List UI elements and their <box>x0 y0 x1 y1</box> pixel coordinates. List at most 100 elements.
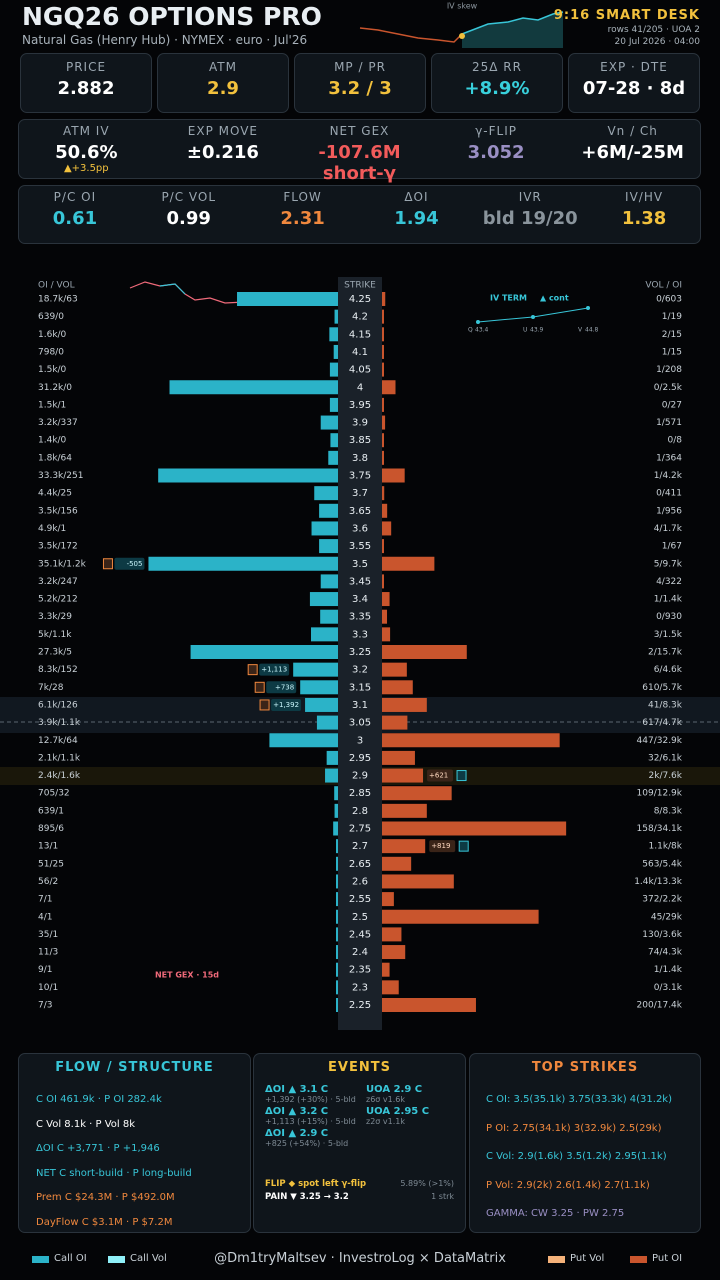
put-oi-bar <box>382 768 424 783</box>
call-oi-bar <box>328 450 338 465</box>
iv-term-point <box>531 315 535 319</box>
put-oi-bar <box>382 962 390 977</box>
flow-panel: FLOW / STRUCTURE C OI 461.9k · P OI 282.… <box>18 1053 251 1233</box>
put-oi-bar <box>382 344 384 359</box>
call-oi-bar <box>330 433 338 448</box>
badge-icon <box>247 664 258 676</box>
strike: 4 <box>357 382 363 393</box>
strike: 4.1 <box>352 347 368 358</box>
put-label: 1/571 <box>656 418 682 428</box>
panel-title: EVENTS <box>328 1060 391 1075</box>
strike: 2.25 <box>349 1000 371 1011</box>
panel-line: NET C short-build · P long-build <box>36 1167 192 1179</box>
strike: 3.2 <box>352 665 368 676</box>
call-oi-bar <box>336 927 338 942</box>
panel-title: TOP STRIKES <box>531 1060 639 1075</box>
put-oi-bar <box>382 892 394 907</box>
panel-line: ΔOI C +3,771 · P +1,946 <box>36 1143 160 1154</box>
card-label: ATM <box>209 60 237 74</box>
strike: 2.85 <box>349 788 371 799</box>
put-label: 3/1.5k <box>654 630 683 640</box>
card-cell: P/C VOL 0.99 <box>132 190 246 229</box>
put-label: 1/19 <box>662 312 682 322</box>
net-gex-label: NET GEX · 15d <box>155 971 219 980</box>
put-oi-bar <box>382 945 406 960</box>
event-title: ΔOI ▲ 3.1 C <box>265 1084 329 1095</box>
card-cell: IVR bld 19/20 <box>473 190 587 229</box>
strike: 2.4 <box>352 947 368 958</box>
call-label: 7/3 <box>38 1001 52 1011</box>
put-oi-bar <box>382 362 384 377</box>
strike: 2.8 <box>352 806 368 817</box>
event-detail: +1,392 (+30%) · 5-bld <box>265 1095 356 1104</box>
call-label: 1.4k/0 <box>38 436 67 446</box>
call-label: 10/1 <box>38 983 58 993</box>
card: PRICE 2.882 <box>20 53 152 113</box>
badge-bg <box>427 769 454 782</box>
card-label: FLOW <box>283 190 322 204</box>
timestamp: 20 Jul 2026 · 04:00 <box>614 37 700 47</box>
put-oi-bar <box>382 592 390 607</box>
put-oi-bar <box>382 539 384 554</box>
call-label: 33.3k/251 <box>38 471 83 481</box>
badge-icon <box>102 558 113 570</box>
call-label: 2.1k/1.1k <box>38 753 81 763</box>
strike-column <box>338 277 382 1030</box>
put-oi-bar <box>382 327 384 342</box>
badge-bg <box>259 663 290 676</box>
net-gex-sparkline <box>129 281 246 304</box>
put-label: 41/8.3k <box>648 700 683 710</box>
call-label: 1.5k/0 <box>38 365 67 375</box>
put-oi-bar <box>382 397 384 412</box>
card-value: 2.882 <box>57 78 115 99</box>
call-label: 56/2 <box>38 877 58 887</box>
call-oi-bar <box>311 521 338 536</box>
strike: 2.95 <box>349 753 371 764</box>
card: 25Δ RR +8.9% <box>431 53 563 113</box>
put-label: 2/15.7k <box>648 648 683 658</box>
call-label: 35.1k/1.2k <box>38 559 87 569</box>
event-detail: z2σ v1.1k <box>366 1117 405 1126</box>
card-value: 3.2 / 3 <box>328 78 392 99</box>
legend-swatch <box>548 1256 565 1263</box>
strike: 3.45 <box>349 576 371 587</box>
badge-bg <box>114 557 145 570</box>
call-label: 13/1 <box>38 842 58 852</box>
put-label: 447/32.9k <box>637 736 683 746</box>
put-oi-bar <box>382 609 388 624</box>
call-oi-bar <box>169 380 338 395</box>
call-label: 639/0 <box>38 312 64 322</box>
card: ATM 2.9 <box>157 53 289 113</box>
strike: 4.25 <box>349 294 371 305</box>
call-label: 5.2k/212 <box>38 595 78 605</box>
card-value: 2.31 <box>280 208 325 229</box>
card: MP / PR 3.2 / 3 <box>294 53 426 113</box>
call-oi-bar <box>320 415 338 430</box>
put-oi-bar <box>382 821 567 836</box>
call-label: 35/1 <box>38 930 58 940</box>
strike: 2.3 <box>352 982 368 993</box>
panel-line: DayFlow C $3.1M · P $7.2M <box>36 1216 173 1228</box>
put-oi-bar <box>382 645 467 659</box>
put-oi-bar <box>382 662 407 677</box>
put-oi-bar <box>382 309 384 324</box>
legend-swatch <box>32 1256 49 1263</box>
badge-icon <box>254 681 265 693</box>
card-row <box>18 185 701 244</box>
panel-line: P OI: 2.75(34.1k) 3(32.9k) 2.5(29k) <box>486 1122 662 1134</box>
card-cell: PRICE 2.882 <box>21 60 151 99</box>
strike: 3.8 <box>352 453 368 464</box>
put-oi-bar <box>382 715 408 730</box>
card-label: γ-FLIP <box>475 124 517 138</box>
iv-term-tick: Q <box>468 327 473 334</box>
panel-line: GAMMA: CW 3.25 · PW 2.75 <box>486 1208 625 1219</box>
put-oi-bar <box>382 380 396 395</box>
put-label: 2k/7.6k <box>649 771 683 781</box>
strike: 2.6 <box>352 876 368 887</box>
event-detail: +825 (+54%) · 5-bld <box>265 1139 349 1148</box>
call-oi-bar <box>320 609 338 624</box>
strike: 4.15 <box>349 329 371 340</box>
put-oi-bar <box>382 733 560 748</box>
